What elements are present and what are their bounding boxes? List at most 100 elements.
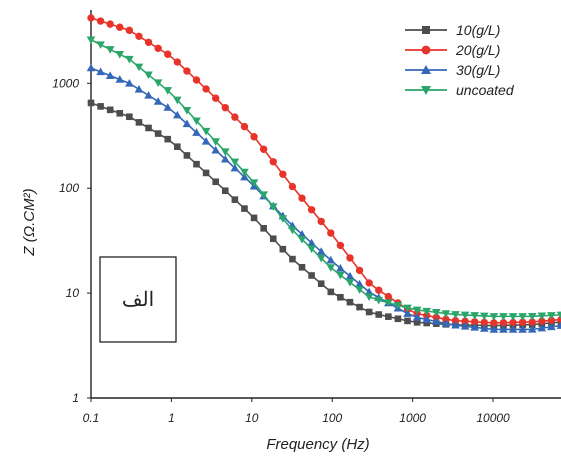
series-point bbox=[221, 187, 229, 195]
series-point bbox=[412, 313, 422, 321]
series-point bbox=[259, 145, 268, 153]
series-point bbox=[231, 196, 239, 203]
series-point bbox=[384, 292, 393, 301]
series-point bbox=[240, 172, 249, 181]
series-point bbox=[489, 325, 499, 333]
series-point bbox=[106, 106, 114, 114]
x-tick-label: 100 bbox=[322, 411, 342, 425]
series-point bbox=[96, 41, 105, 49]
series-point bbox=[96, 17, 105, 25]
series-point bbox=[307, 238, 316, 247]
series-point bbox=[241, 205, 248, 212]
series-point bbox=[441, 310, 451, 318]
series-point bbox=[518, 318, 527, 326]
series-point bbox=[422, 315, 432, 323]
legend-label: 10(g/L) bbox=[456, 22, 500, 38]
series-point bbox=[183, 152, 191, 159]
series-point bbox=[125, 26, 134, 35]
series-3 bbox=[86, 36, 561, 321]
x-tick-label: 1 bbox=[168, 411, 175, 425]
series-point bbox=[355, 266, 364, 275]
series-point bbox=[164, 50, 172, 58]
series-point bbox=[211, 94, 220, 102]
x-axis-title: Frequency (Hz) bbox=[266, 436, 369, 453]
series-point bbox=[297, 229, 307, 238]
series-point bbox=[153, 97, 163, 105]
series-point bbox=[375, 311, 383, 318]
series-point bbox=[470, 323, 479, 331]
series-point bbox=[279, 245, 287, 253]
series-point bbox=[144, 38, 153, 46]
series-point bbox=[547, 312, 556, 320]
series-point bbox=[145, 124, 152, 132]
series-point bbox=[345, 271, 355, 280]
series-point bbox=[451, 320, 460, 329]
series-point bbox=[201, 127, 211, 136]
series-point bbox=[221, 103, 229, 112]
series-point bbox=[164, 135, 172, 143]
series-point bbox=[173, 58, 182, 66]
series-point bbox=[230, 158, 240, 167]
series-point bbox=[105, 46, 115, 54]
series-point bbox=[193, 160, 200, 168]
series-point bbox=[470, 318, 479, 326]
series-point bbox=[364, 287, 374, 296]
series-point bbox=[96, 67, 105, 76]
series-point bbox=[298, 194, 306, 202]
series-point bbox=[547, 316, 556, 325]
series-point bbox=[479, 312, 489, 321]
series-point bbox=[316, 247, 326, 255]
series-point bbox=[289, 255, 296, 263]
series-point bbox=[432, 317, 441, 325]
series-point bbox=[230, 163, 240, 172]
legend-marker bbox=[421, 45, 431, 55]
y-axis-title: Z (Ω.CM²) bbox=[21, 188, 38, 256]
series-point bbox=[278, 215, 288, 223]
series-point bbox=[547, 322, 556, 331]
series-point bbox=[173, 96, 182, 105]
x-tick-label: 10000 bbox=[476, 411, 510, 425]
series-point bbox=[364, 293, 374, 302]
series-point bbox=[288, 182, 297, 191]
series-point bbox=[528, 318, 536, 326]
series-point bbox=[250, 214, 258, 222]
series-point bbox=[220, 154, 230, 163]
series-point bbox=[422, 307, 432, 316]
series-point bbox=[220, 148, 230, 157]
legend-label: uncoated bbox=[456, 82, 515, 98]
legend-label: 20(g/L) bbox=[455, 42, 500, 58]
legend-label: 30(g/L) bbox=[456, 62, 500, 78]
series-point bbox=[116, 110, 124, 117]
series-point bbox=[518, 325, 527, 333]
series-point bbox=[460, 311, 470, 320]
y-tick-label: 1 bbox=[72, 391, 79, 405]
axes: 0.1 1 10 100 1000 10000 1 10 100 1000 bbox=[52, 10, 561, 425]
series-point bbox=[183, 67, 191, 75]
series-point bbox=[423, 319, 431, 327]
series-point bbox=[192, 117, 201, 126]
series-point bbox=[336, 241, 345, 250]
series-point bbox=[317, 280, 325, 287]
series-point bbox=[404, 317, 411, 325]
series-point bbox=[307, 245, 316, 254]
series-point bbox=[86, 36, 96, 45]
series-point bbox=[451, 316, 460, 325]
series-point bbox=[385, 313, 392, 320]
series-point bbox=[403, 309, 412, 317]
series-point bbox=[153, 79, 163, 87]
series-point bbox=[489, 313, 499, 321]
series-point bbox=[173, 110, 182, 119]
series-point bbox=[86, 63, 96, 72]
series-point bbox=[298, 264, 306, 271]
series-point bbox=[556, 321, 561, 329]
series-point bbox=[365, 308, 373, 316]
annotation-box: الف bbox=[99, 256, 177, 343]
series-point bbox=[355, 279, 364, 288]
series-point bbox=[269, 158, 277, 166]
series-point bbox=[527, 313, 537, 321]
legend-marker bbox=[421, 65, 431, 74]
series-point bbox=[316, 254, 326, 263]
legend: 10(g/L) 20(g/L) 30(g/L) uncoated bbox=[405, 22, 515, 98]
series-point bbox=[135, 119, 143, 126]
